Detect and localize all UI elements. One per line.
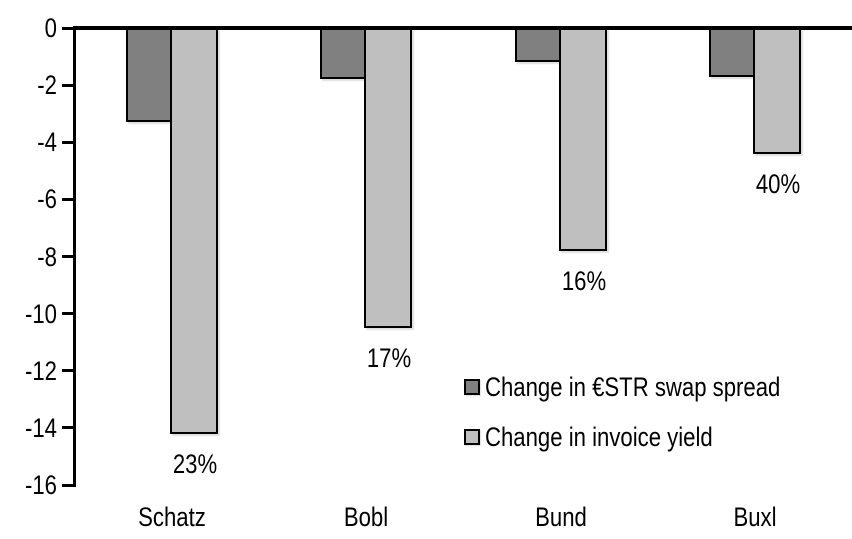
bar-value-label-buxl: 40% bbox=[755, 168, 801, 199]
y-axis-line bbox=[73, 26, 76, 487]
y-axis-tick bbox=[62, 369, 75, 373]
x-axis-label-buxl: Buxl bbox=[733, 502, 777, 532]
x-axis-label-bobl: Bobl bbox=[344, 502, 389, 532]
y-axis-tick-label: -12 bbox=[24, 355, 57, 386]
x-axis-label-schatz: Schatz bbox=[138, 502, 206, 532]
y-axis-tick-label: -14 bbox=[24, 412, 57, 443]
bar-swap-spread-bobl bbox=[320, 28, 367, 80]
bar-swap-spread-bund bbox=[514, 28, 561, 63]
y-axis-tick-label: 0 bbox=[44, 13, 57, 43]
bar-invoice-yield-buxl bbox=[752, 28, 801, 154]
y-axis-tick bbox=[62, 312, 75, 316]
bar-value-label-bund: 16% bbox=[561, 265, 606, 296]
y-axis-tick bbox=[62, 83, 75, 87]
legend-item-invoice-yield: Change in invoice yield bbox=[464, 422, 845, 451]
bar-invoice-yield-bobl bbox=[364, 28, 413, 328]
legend-swatch-invoice-yield bbox=[464, 428, 480, 445]
legend-swatch-swap-spread bbox=[464, 378, 480, 395]
legend-label-invoice-yield: Change in invoice yield bbox=[485, 421, 713, 452]
y-axis-tick-label: -8 bbox=[37, 241, 57, 272]
legend-label-swap-spread: Change in €STR swap spread bbox=[485, 371, 781, 402]
y-axis-tick-label: -6 bbox=[37, 184, 57, 215]
y-axis-tick-label: -16 bbox=[24, 470, 57, 500]
y-axis-tick-label: -2 bbox=[37, 70, 57, 101]
y-axis-tick bbox=[62, 26, 75, 30]
y-axis-tick-label: -10 bbox=[24, 298, 57, 329]
y-axis-tick bbox=[62, 255, 75, 258]
bar-value-label-schatz: 23% bbox=[172, 448, 218, 479]
legend: Change in €STR swap spread Change in inv… bbox=[464, 372, 845, 451]
bar-swap-spread-schatz bbox=[126, 28, 173, 123]
x-axis-label-bund: Bund bbox=[534, 502, 587, 532]
bar-invoice-yield-bund bbox=[558, 28, 607, 251]
bar-value-label-bobl: 17% bbox=[367, 342, 412, 373]
zero-line bbox=[73, 26, 852, 30]
y-axis-tick bbox=[62, 140, 75, 144]
bar-invoice-yield-schatz bbox=[170, 28, 219, 434]
legend-item-swap-spread: Change in €STR swap spread bbox=[464, 372, 845, 401]
y-axis-tick-label: -4 bbox=[37, 127, 57, 158]
y-axis-tick bbox=[62, 197, 75, 201]
y-axis-tick bbox=[62, 426, 75, 430]
bar-swap-spread-buxl bbox=[708, 28, 755, 77]
y-axis-tick bbox=[62, 483, 75, 487]
